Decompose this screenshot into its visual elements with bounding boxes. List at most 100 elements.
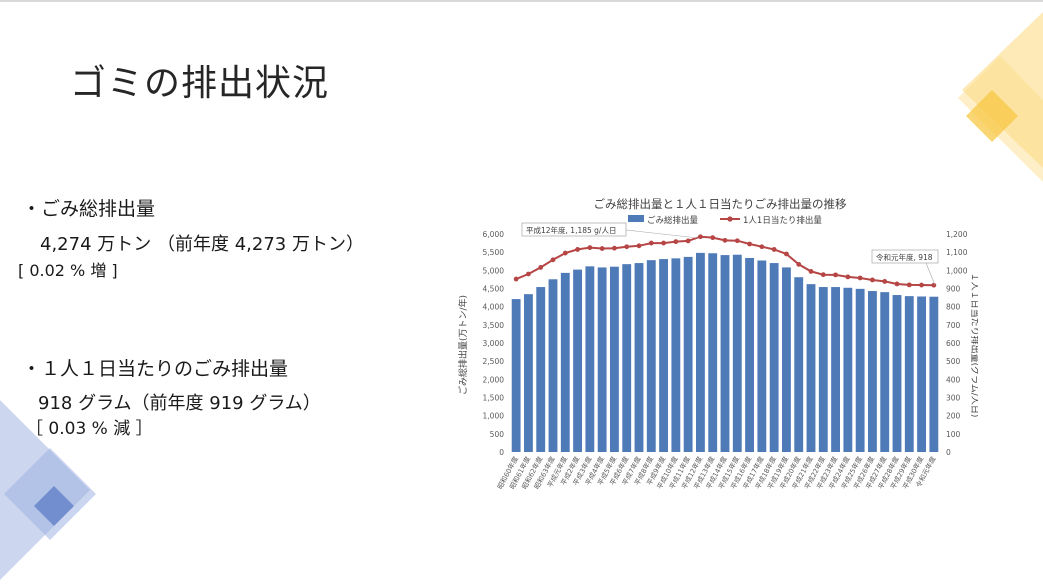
line-point xyxy=(722,237,728,243)
line-point xyxy=(648,240,654,246)
bar xyxy=(597,267,607,452)
annotation-latest-leader xyxy=(925,262,936,286)
y2-tick-label: 100 xyxy=(946,430,961,439)
bar xyxy=(548,279,558,452)
bar xyxy=(720,255,730,452)
line-point xyxy=(857,275,863,281)
chart-legend: ごみ総排出量 1人1日当たり排出量 xyxy=(628,215,822,226)
line-point xyxy=(698,234,703,240)
y2-tick-label: 700 xyxy=(946,321,961,330)
y2-tick-label: 200 xyxy=(946,412,961,421)
y-tick-label: 5,000 xyxy=(483,266,505,275)
bar xyxy=(929,296,939,452)
line-point xyxy=(685,238,691,244)
bar xyxy=(757,260,767,452)
line-point xyxy=(661,240,666,246)
bar xyxy=(818,287,828,452)
bar xyxy=(560,272,570,452)
bar xyxy=(511,299,521,452)
legend-line-label: 1人1日当たり排出量 xyxy=(743,215,822,226)
bar xyxy=(536,287,546,452)
line-point xyxy=(771,247,777,252)
bar xyxy=(769,263,779,452)
y2-tick-label: 1,100 xyxy=(946,248,968,257)
annotation-peak-leader xyxy=(625,229,699,239)
y2-tick-label: 1,200 xyxy=(946,230,968,239)
y2-tick-label: 800 xyxy=(946,303,961,312)
line-point xyxy=(599,246,605,251)
legend-bar-swatch xyxy=(628,215,644,222)
bar xyxy=(646,260,656,452)
line-point xyxy=(673,239,679,245)
bar xyxy=(524,294,533,452)
legend-line-marker xyxy=(727,216,733,222)
bar xyxy=(855,288,865,452)
line-point xyxy=(575,247,580,252)
y-tick-label: 5,500 xyxy=(483,248,505,257)
line-point xyxy=(734,238,740,244)
line-point xyxy=(612,245,617,251)
y-tick-label: 0 xyxy=(499,448,504,457)
bar xyxy=(659,259,668,452)
annotation-peak-box xyxy=(521,222,627,237)
y2-tick-label: 1,000 xyxy=(946,266,968,275)
line-point xyxy=(784,251,789,257)
bar xyxy=(868,291,877,452)
bar xyxy=(683,256,693,452)
line-point xyxy=(820,272,826,278)
y-tick-label: 4,500 xyxy=(483,285,505,294)
line-point xyxy=(796,261,802,267)
chart-title: ごみ総排出量と１人１日当たりごみ排出量の推移 xyxy=(594,197,847,211)
deco-yellow-large xyxy=(962,12,1043,168)
line-point xyxy=(538,265,544,270)
y-axis-left-title: ごみ総排出量(万トン/年) xyxy=(457,295,469,395)
y-tick-label: 4,000 xyxy=(483,303,505,312)
y2-tick-label: 400 xyxy=(946,375,961,384)
bar xyxy=(880,292,890,452)
line-point xyxy=(931,282,937,288)
y-tick-label: 2,000 xyxy=(483,375,505,384)
line-point xyxy=(624,244,630,250)
x-axis: 昭和60年度昭和61年度昭和62年度昭和63年度平成元年度平成2年度平成3年度平… xyxy=(495,455,938,491)
per-capita-change: ［ 0.03 % 減 ］ xyxy=(26,419,153,439)
bar xyxy=(585,266,595,452)
annotation-latest: 令和元年度, 918 xyxy=(871,249,939,286)
bar xyxy=(634,263,644,452)
line-point xyxy=(747,241,752,247)
y2-tick-label: 300 xyxy=(946,394,961,403)
bar xyxy=(892,295,902,452)
y-tick-label: 2,500 xyxy=(483,357,505,366)
y-tick-label: 1,500 xyxy=(483,394,505,403)
line-point xyxy=(562,250,568,256)
line-point xyxy=(808,269,814,274)
line-point xyxy=(870,277,875,283)
bar xyxy=(622,264,632,452)
per-capita-value: 918 グラム（前年度 919 グラム） xyxy=(38,393,321,414)
total-waste-value: 4,274 万トン （前年度 4,273 万トン） xyxy=(40,234,364,255)
y-axis-left: 0 500 1,000 1,500 2,000 2,500 3,000 3,500 4,000 4… xyxy=(483,230,505,457)
line-point xyxy=(550,257,556,263)
line-point xyxy=(833,272,838,278)
deco-blue-small xyxy=(34,486,74,526)
y2-tick-label: 900 xyxy=(946,285,961,294)
y-tick-label: 500 xyxy=(490,430,505,439)
bar xyxy=(806,284,816,452)
annotation-peak-text: 平成12年度, 1,185 g/人日 xyxy=(526,225,616,235)
deco-yellow-small xyxy=(966,90,1018,142)
bar xyxy=(794,277,804,452)
line-point xyxy=(919,282,924,288)
line-point xyxy=(526,271,531,277)
line-point xyxy=(882,279,888,284)
line-point xyxy=(587,245,593,251)
line-point xyxy=(710,235,716,241)
annotation-latest-box xyxy=(871,249,939,264)
y-tick-label: 3,000 xyxy=(483,339,505,348)
bar xyxy=(696,252,705,452)
line-point xyxy=(759,244,765,250)
line-point xyxy=(513,276,519,282)
bar xyxy=(610,266,619,452)
bar xyxy=(831,287,840,452)
annotation-latest-text: 令和元年度, 918 xyxy=(876,252,933,262)
line-series xyxy=(513,234,937,288)
